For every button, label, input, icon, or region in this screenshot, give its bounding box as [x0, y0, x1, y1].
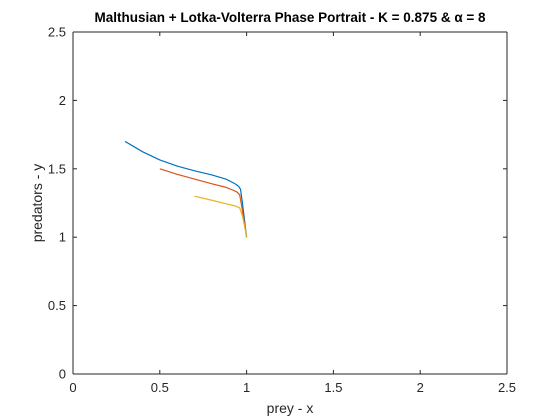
- series-line-2: [159, 168, 248, 238]
- y-tick-label-4: 2: [59, 93, 66, 108]
- x-tick-label-5: 2.5: [498, 380, 516, 395]
- x-tick-label-1: 0.5: [151, 380, 169, 395]
- y-tick-label-3: 1.5: [48, 161, 66, 176]
- y-tick-label-5: 2.5: [48, 25, 66, 40]
- axes-box: [72, 31, 508, 375]
- y-tick-label-1: 0.5: [48, 298, 66, 313]
- x-tick-label-0: 0: [69, 380, 76, 395]
- series-group: [124, 140, 248, 238]
- tick-group: 0 0.5 1 1.5 2 2.5 0 0.5 1 1.5 2 2.5: [48, 25, 516, 396]
- x-axis-label: prey - x: [267, 400, 314, 416]
- y-axis-label: predators - y: [29, 164, 45, 243]
- series-line-1: [124, 140, 248, 238]
- x-tick-label-2: 1: [243, 380, 250, 395]
- x-tick-label-4: 2: [417, 380, 424, 395]
- chart-title: Malthusian + Lotka-Volterra Phase Portra…: [94, 10, 486, 25]
- y-tick-label-0: 0: [59, 367, 66, 382]
- plot-area: [73, 32, 507, 374]
- x-tick-label-3: 1.5: [324, 380, 342, 395]
- y-tick-label-2: 1: [59, 230, 66, 245]
- series-line-3: [194, 195, 248, 238]
